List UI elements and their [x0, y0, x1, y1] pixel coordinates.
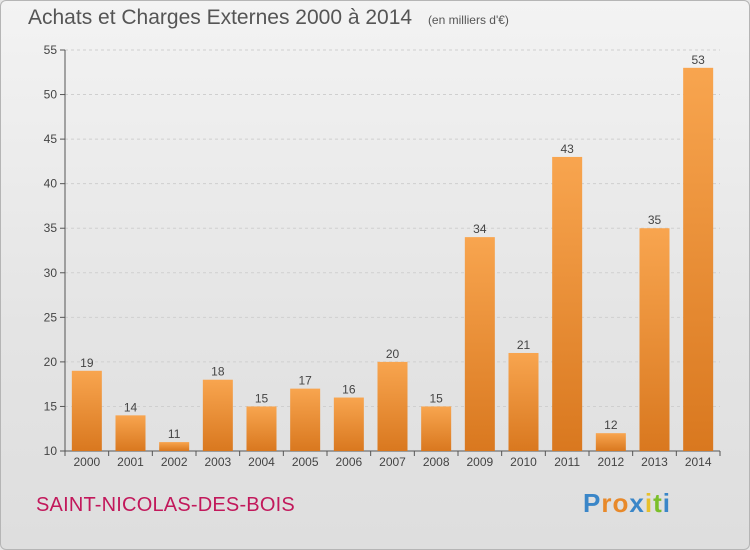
x-tick-label: 2000	[73, 455, 100, 469]
x-tick-label: 2010	[510, 455, 537, 469]
chart-title-text: Achats et Charges Externes 2000 à 2014	[28, 6, 413, 29]
data-label: 11	[168, 427, 181, 441]
bar-2000	[71, 370, 102, 451]
logo-letter: t	[653, 488, 663, 518]
bar-2009	[464, 237, 495, 451]
bar-2006	[333, 397, 364, 451]
data-label: 53	[691, 53, 705, 67]
x-tick-label: 2009	[466, 455, 493, 469]
x-tick-label: 2013	[641, 455, 668, 469]
bar-2008	[421, 406, 452, 451]
bar-2011	[552, 156, 583, 451]
data-label: 20	[386, 347, 400, 361]
x-tick-label: 2005	[292, 455, 319, 469]
x-tick-label: 2012	[597, 455, 624, 469]
logo-letter: P	[583, 488, 602, 518]
y-tick-label: 15	[44, 399, 58, 413]
data-label: 21	[517, 338, 531, 352]
bar-2010	[508, 352, 539, 451]
data-label: 43	[560, 142, 574, 156]
chart-unit: (en milliers d'€)	[427, 13, 509, 27]
chart-title: Achats et Charges Externes 2000 à 2014 (…	[28, 6, 509, 30]
x-tick-label: 2014	[685, 455, 712, 469]
logo-letter: x	[629, 488, 645, 518]
x-tick-label: 2002	[161, 455, 188, 469]
logo-letter: i	[644, 488, 654, 518]
bar-2013	[639, 228, 670, 451]
x-tick-label: 2004	[248, 455, 275, 469]
bar-2014	[683, 67, 714, 452]
x-tick-label: 2006	[335, 455, 362, 469]
bar-2012	[595, 433, 626, 451]
data-label: 15	[429, 391, 443, 405]
bar-2005	[290, 388, 321, 451]
data-label: 15	[255, 391, 269, 405]
bar-2007	[377, 361, 408, 451]
logo-letter: r	[601, 488, 613, 518]
x-tick-label: 2003	[204, 455, 231, 469]
logo-letter: i	[662, 488, 671, 518]
data-label: 17	[298, 374, 312, 388]
y-tick-label: 20	[44, 355, 58, 369]
logo-letter: o	[612, 488, 630, 518]
y-tick-label: 10	[44, 444, 58, 458]
data-label: 18	[211, 365, 225, 379]
bar-2002	[159, 442, 190, 451]
data-label: 14	[124, 400, 138, 414]
x-tick-label: 2001	[117, 455, 144, 469]
commune-name: SAINT-NICOLAS-DES-BOIS	[36, 494, 295, 516]
y-tick-label: 55	[44, 43, 58, 57]
bar-2003	[202, 379, 233, 451]
data-label: 19	[80, 356, 94, 370]
bar-2001	[115, 415, 146, 451]
data-label: 34	[473, 222, 487, 236]
y-tick-label: 45	[44, 132, 58, 146]
y-tick-label: 50	[44, 88, 58, 102]
data-label: 12	[604, 418, 618, 432]
y-tick-label: 25	[44, 310, 58, 324]
x-tick-label: 2008	[423, 455, 450, 469]
y-tick-label: 40	[44, 177, 58, 191]
data-label: 16	[342, 383, 356, 397]
y-tick-label: 30	[44, 266, 58, 280]
bar-2004	[246, 406, 277, 451]
proxiti-logo[interactable]: Proxiti	[583, 488, 671, 519]
x-tick-label: 2011	[554, 455, 580, 469]
data-label: 35	[648, 213, 662, 227]
y-tick-label: 35	[44, 221, 58, 235]
x-tick-label: 2007	[379, 455, 406, 469]
